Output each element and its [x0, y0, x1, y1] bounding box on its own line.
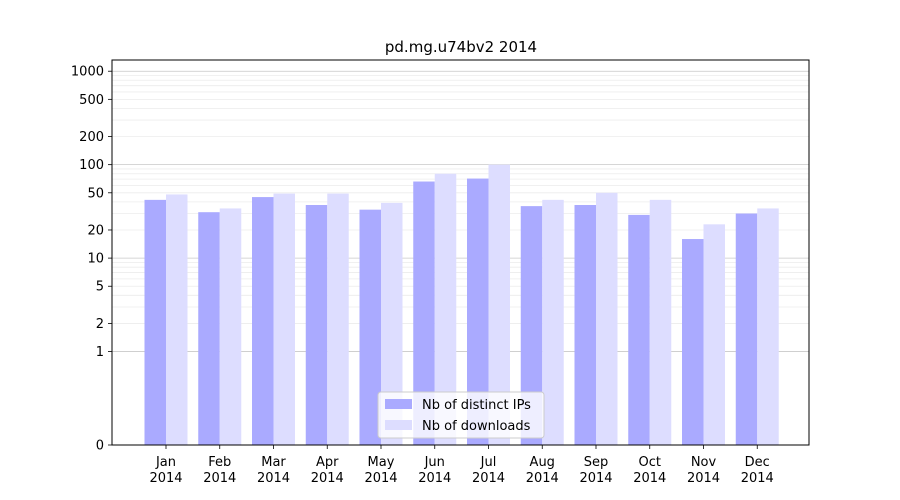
x-tick-label-year: 2014 — [687, 471, 720, 486]
bar-downloads — [273, 193, 295, 445]
bar-distinct-ips — [413, 181, 435, 445]
bar-distinct-ips — [467, 178, 489, 445]
legend-label-downloads: Nb of downloads — [422, 419, 531, 434]
x-tick-label-month: Mar — [261, 455, 286, 470]
x-tick-label-month: Jul — [480, 455, 497, 470]
bar-distinct-ips — [305, 205, 328, 445]
y-tick-label: 0 — [96, 439, 104, 454]
bars — [144, 164, 779, 445]
bar-downloads — [757, 208, 779, 445]
bar-distinct-ips — [628, 214, 650, 445]
bar-downloads — [381, 202, 403, 445]
bar-downloads — [703, 224, 725, 445]
x-axis: Jan2014Feb2014Mar2014Apr2014May2014Jun20… — [149, 445, 774, 486]
x-tick-label-year: 2014 — [311, 471, 344, 486]
y-tick-label: 2 — [96, 317, 104, 332]
bar-distinct-ips — [520, 206, 543, 445]
x-tick-label-year: 2014 — [633, 471, 666, 486]
bar-downloads — [596, 192, 618, 445]
bar-distinct-ips — [735, 213, 758, 445]
bar-distinct-ips — [359, 209, 381, 445]
y-tick-label: 10 — [87, 252, 104, 267]
bar-downloads — [488, 164, 510, 445]
bar-downloads — [166, 194, 188, 445]
bar-downloads — [327, 193, 349, 445]
y-tick-label: 100 — [79, 158, 104, 173]
x-tick-label-year: 2014 — [149, 471, 182, 486]
bar-distinct-ips — [574, 205, 596, 445]
legend-swatch-distinct-ips — [385, 399, 412, 409]
x-tick-label-year: 2014 — [472, 471, 505, 486]
legend-box — [377, 391, 545, 439]
bar-distinct-ips — [252, 197, 274, 445]
x-tick-label-year: 2014 — [418, 471, 451, 486]
y-tick-label: 1 — [96, 345, 104, 360]
x-tick-label-month: Feb — [208, 455, 231, 470]
y-tick-label: 1000 — [71, 65, 104, 80]
bar-downloads — [434, 173, 457, 445]
legend-label-distinct-ips: Nb of distinct IPs — [422, 398, 531, 413]
x-tick-label-month: Jun — [424, 455, 445, 470]
x-tick-label-month: Jan — [155, 455, 176, 470]
x-tick-label-month: Dec — [745, 455, 770, 470]
y-axis: 0 1 2 5 10 20 50 100 200 500 1000 — [71, 65, 112, 454]
x-tick-label-year: 2014 — [364, 471, 397, 486]
bar-distinct-ips — [198, 212, 220, 445]
legend: Nb of distinct IPs Nb of downloads — [377, 391, 545, 439]
x-tick-label-month: Apr — [316, 455, 339, 470]
x-tick-label-year: 2014 — [203, 471, 236, 486]
bar-downloads — [542, 199, 564, 445]
x-tick-label-year: 2014 — [741, 471, 774, 486]
legend-swatch-downloads — [385, 420, 412, 430]
y-tick-label: 50 — [87, 186, 104, 201]
x-tick-label-month: Sep — [584, 455, 609, 470]
x-tick-label-year: 2014 — [526, 471, 559, 486]
y-tick-label: 20 — [87, 223, 104, 238]
x-tick-label-year: 2014 — [257, 471, 290, 486]
y-tick-label: 500 — [79, 93, 104, 108]
y-tick-label: 200 — [79, 130, 104, 145]
bar-downloads — [219, 208, 242, 445]
bar-distinct-ips — [144, 199, 166, 445]
y-tick-label: 5 — [96, 280, 104, 295]
bar-downloads — [649, 199, 672, 445]
x-tick-label-month: Nov — [691, 455, 717, 470]
x-tick-label-month: May — [368, 455, 395, 470]
x-tick-label-month: Oct — [639, 455, 661, 470]
x-tick-label-month: Aug — [530, 455, 555, 470]
x-tick-label-year: 2014 — [579, 471, 612, 486]
bar-distinct-ips — [682, 239, 704, 445]
chart-title: pd.mg.u74bv2 2014 — [385, 38, 537, 56]
plot-frame — [111, 59, 810, 446]
